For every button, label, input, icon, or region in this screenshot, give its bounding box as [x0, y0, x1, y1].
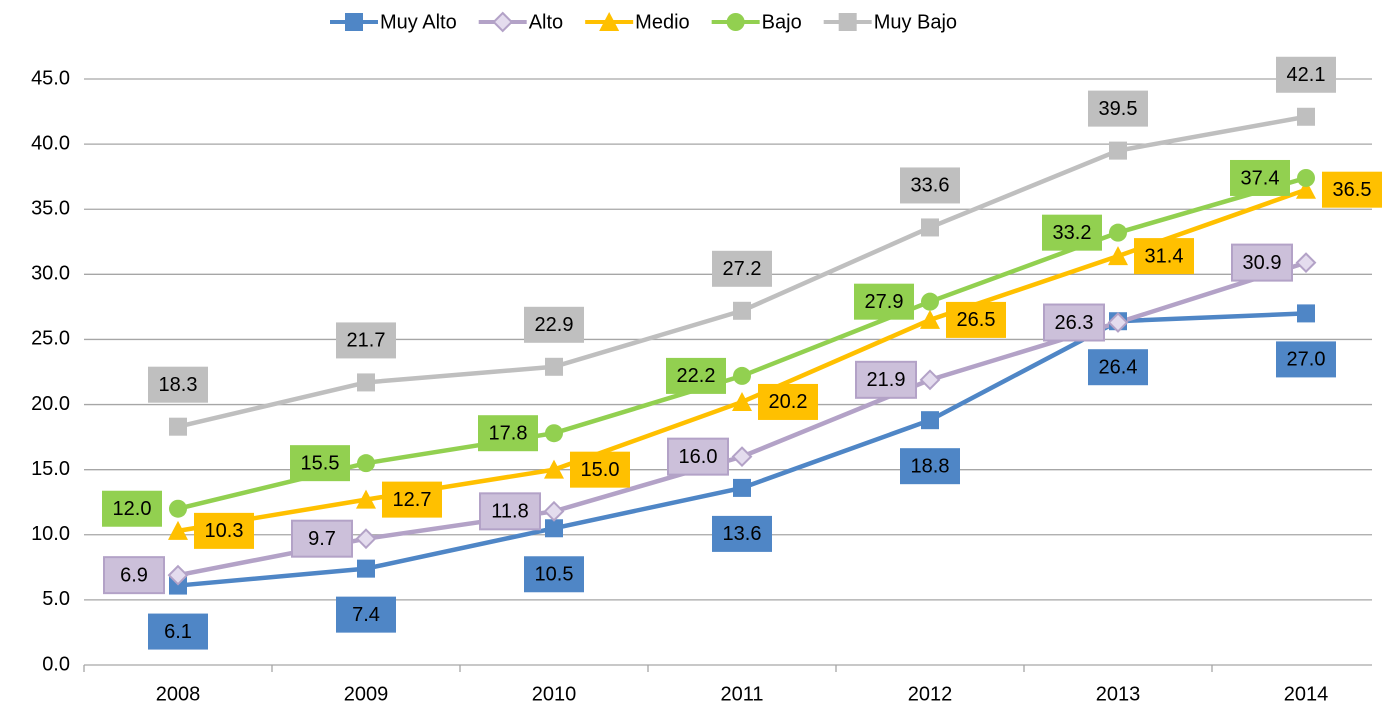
- data-label: 20.2: [769, 391, 808, 413]
- data-label: 26.5: [957, 309, 996, 331]
- y-tick-label: 25.0: [31, 328, 70, 350]
- marker: [345, 13, 363, 31]
- legend-label: Bajo: [762, 11, 802, 33]
- data-label: 6.9: [120, 564, 148, 586]
- marker: [1297, 108, 1315, 126]
- data-label: 21.9: [867, 369, 906, 391]
- marker: [1109, 142, 1127, 160]
- marker: [921, 411, 939, 429]
- data-label: 33.6: [911, 175, 950, 197]
- y-tick-label: 10.0: [31, 523, 70, 545]
- marker: [921, 293, 939, 311]
- data-label: 27.0: [1287, 349, 1326, 371]
- data-label: 22.9: [535, 314, 574, 336]
- marker: [733, 367, 751, 385]
- marker: [545, 519, 563, 537]
- marker: [1297, 169, 1315, 187]
- marker: [921, 218, 939, 236]
- y-tick-label: 0.0: [42, 653, 70, 675]
- legend-label: Medio: [635, 11, 689, 33]
- data-label: 12.0: [113, 498, 152, 520]
- data-label: 22.2: [677, 365, 716, 387]
- marker: [545, 424, 563, 442]
- x-tick-label: 2012: [908, 683, 953, 705]
- y-tick-label: 45.0: [31, 67, 70, 89]
- marker: [357, 454, 375, 472]
- legend: Muy Alto Alto Medio Bajo Muy Bajo: [330, 11, 957, 33]
- data-label: 42.1: [1287, 64, 1326, 86]
- marker: [169, 418, 187, 436]
- marker: [545, 358, 563, 376]
- x-tick-label: 2011: [720, 683, 763, 705]
- x-tick-label: 2014: [1284, 683, 1329, 705]
- marker: [921, 371, 939, 389]
- data-label: 12.7: [393, 489, 432, 511]
- data-label: 10.3: [205, 520, 244, 542]
- data-label: 10.5: [535, 564, 574, 586]
- y-tick-label: 15.0: [31, 458, 70, 480]
- data-label: 27.9: [865, 291, 904, 313]
- marker: [357, 530, 375, 548]
- legend-label: Alto: [529, 11, 563, 33]
- data-label: 15.0: [581, 459, 620, 481]
- marker: [357, 373, 375, 391]
- data-label: 31.4: [1145, 245, 1184, 267]
- marker: [1297, 304, 1315, 322]
- x-tick-label: 2010: [532, 683, 577, 705]
- marker: [357, 560, 375, 578]
- marker: [732, 392, 752, 411]
- data-label: 6.1: [164, 621, 192, 643]
- data-label: 7.4: [352, 604, 380, 626]
- data-label: 16.0: [679, 446, 718, 468]
- data-label: 13.6: [723, 523, 762, 545]
- y-tick-label: 20.0: [31, 393, 70, 415]
- data-label: 27.2: [723, 258, 762, 280]
- data-label: 36.5: [1333, 179, 1372, 201]
- data-label: 33.2: [1053, 222, 1092, 244]
- data-label: 30.9: [1243, 252, 1282, 274]
- data-label: 11.8: [491, 501, 528, 523]
- data-label: 15.5: [301, 452, 340, 474]
- legend-label: Muy Bajo: [874, 11, 957, 33]
- page: {"chart_data": {"type": "line", "categor…: [0, 0, 1384, 711]
- marker: [1109, 224, 1127, 242]
- y-tick-label: 35.0: [31, 198, 70, 220]
- marker: [733, 448, 751, 466]
- marker: [1297, 254, 1315, 272]
- data-label: 18.8: [911, 455, 950, 477]
- marker: [839, 13, 857, 31]
- marker: [545, 502, 563, 520]
- y-tick-label: 5.0: [42, 588, 70, 610]
- x-tick-label: 2008: [156, 683, 201, 705]
- data-label: 26.4: [1099, 356, 1138, 378]
- x-tick-label: 2009: [344, 683, 389, 705]
- y-tick-label: 30.0: [31, 263, 70, 285]
- data-label: 21.7: [347, 330, 386, 352]
- marker: [169, 500, 187, 518]
- marker: [494, 13, 512, 31]
- marker: [733, 479, 751, 497]
- data-label: 37.4: [1241, 167, 1280, 189]
- x-tick-label: 2013: [1096, 683, 1141, 705]
- data-label: 17.8: [489, 422, 528, 444]
- data-label: 26.3: [1055, 312, 1094, 334]
- data-label: 9.7: [308, 528, 336, 550]
- data-label: 39.5: [1099, 98, 1138, 120]
- y-tick-label: 40.0: [31, 132, 70, 154]
- marker: [733, 302, 751, 320]
- legend-label: Muy Alto: [380, 11, 457, 33]
- data-label: 18.3: [159, 374, 198, 396]
- chart: 0.0 5.0 10.0 15.0 20.0 25.0 30.0 35.0 40.0 45.0 20…: [0, 0, 1384, 711]
- marker: [727, 13, 745, 31]
